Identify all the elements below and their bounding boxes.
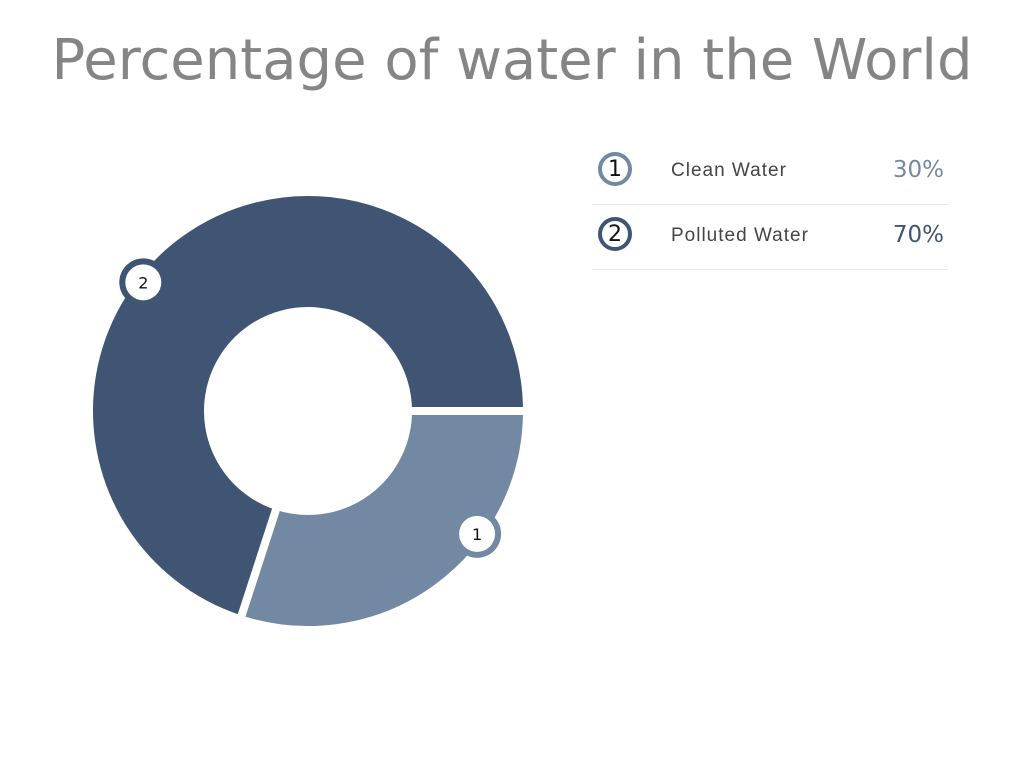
legend-value-clean-water: 30%	[892, 157, 944, 183]
legend: 1 Clean Water 30% 2 Polluted Water 70%	[592, 140, 948, 270]
legend-item-polluted-water: 2 Polluted Water 70%	[592, 205, 948, 270]
legend-item-clean-water: 1 Clean Water 30%	[592, 140, 948, 205]
slice-badge-1	[459, 515, 496, 552]
legend-badge-1: 1	[598, 152, 632, 186]
legend-value-polluted-water: 70%	[892, 222, 944, 248]
legend-label-clean-water: Clean Water	[671, 160, 787, 181]
legend-badge-2: 2	[598, 217, 632, 251]
slice-badge-label-2: 2	[138, 273, 148, 292]
chart-title: Percentage of water in the World	[51, 28, 973, 93]
slice-badge-2	[125, 264, 162, 301]
legend-label-polluted-water: Polluted Water	[671, 225, 809, 246]
slice-badge-label-1: 1	[472, 525, 482, 544]
donut-slice-2	[85, 188, 532, 625]
